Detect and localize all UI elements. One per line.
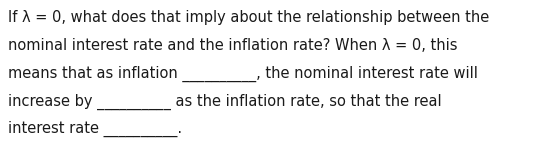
Text: If λ = 0, what does that imply about the relationship between the: If λ = 0, what does that imply about the… <box>8 10 489 25</box>
Text: increase by __________ as the inflation rate, so that the real: increase by __________ as the inflation … <box>8 93 442 110</box>
Text: means that as inflation __________, the nominal interest rate will: means that as inflation __________, the … <box>8 66 478 82</box>
Text: nominal interest rate and the inflation rate? When λ = 0, this: nominal interest rate and the inflation … <box>8 38 458 53</box>
Text: interest rate __________.: interest rate __________. <box>8 121 182 137</box>
